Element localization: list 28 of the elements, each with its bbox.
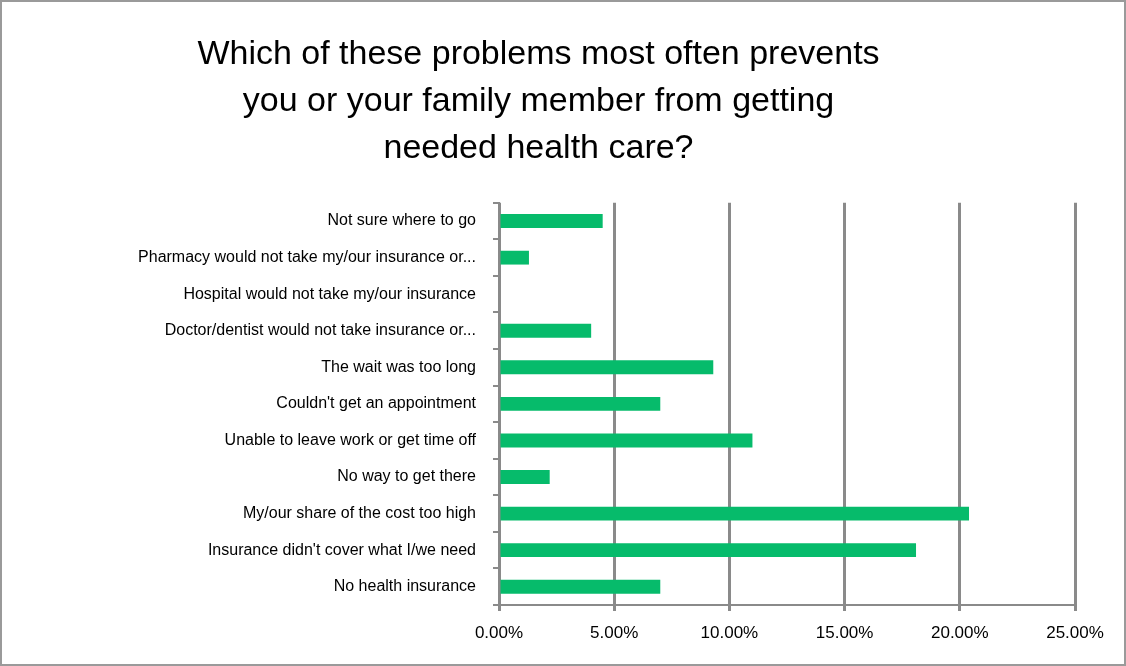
y-tick-label: Pharmacy would not take my/our insurance or... — [138, 248, 476, 266]
bar — [500, 396, 661, 411]
y-tick-label: My/our share of the cost too high — [242, 503, 476, 521]
x-tick-label: 10.00% — [700, 622, 759, 642]
y-tick-label: Doctor/dentist would not take insurance or... — [164, 321, 476, 339]
x-tick-label: 25.00% — [1046, 622, 1104, 642]
y-tick-label: Hospital would not take my/our insurance — [183, 284, 477, 302]
y-tick-label: No health insurance — [333, 577, 477, 595]
bar — [500, 323, 592, 338]
y-tick-label: Insurance didn't cover what I/we need — [207, 540, 476, 558]
x-tick-label: 0.00% — [474, 622, 524, 642]
y-tick-label: Not sure where to go — [327, 211, 477, 229]
bar — [500, 214, 603, 228]
chart-title: Which of these problems most often prevents you or your family member from getting needed health care? — [197, 32, 880, 165]
bar — [500, 250, 529, 265]
x-tick-label: 5.00% — [590, 622, 639, 642]
bar — [500, 543, 917, 558]
bar — [500, 579, 661, 594]
bar — [500, 433, 753, 448]
bar — [500, 506, 970, 521]
y-tick-label: The wait was too long — [321, 357, 476, 375]
y-tick-label: Unable to leave work or get time off — [224, 430, 477, 448]
bar — [500, 470, 550, 484]
y-tick-label: Couldn't get an appointment — [276, 394, 477, 412]
bar — [500, 360, 714, 375]
x-tick-label: 15.00% — [815, 622, 874, 642]
y-tick-label: No way to get there — [337, 467, 477, 485]
x-tick-label: 20.00% — [930, 622, 989, 642]
